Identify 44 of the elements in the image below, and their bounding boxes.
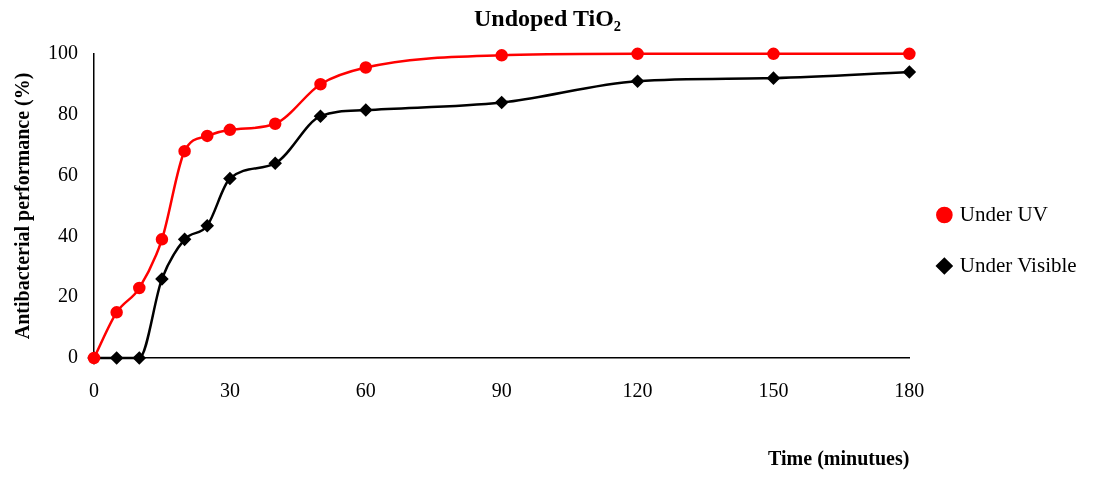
point xyxy=(631,74,644,88)
point xyxy=(223,172,237,185)
point xyxy=(201,219,214,232)
point xyxy=(903,47,916,61)
point xyxy=(767,47,780,61)
point xyxy=(268,117,282,131)
chart-title: Undoped TiO₂ xyxy=(473,4,622,31)
point xyxy=(133,351,146,365)
y-tick-label: 100 xyxy=(48,41,78,64)
point xyxy=(155,233,169,246)
y-tick-label: 40 xyxy=(58,223,78,246)
point xyxy=(201,129,214,143)
legend-label: Under Visible xyxy=(959,252,1077,277)
point xyxy=(495,49,508,62)
x-tick-label: 150 xyxy=(758,379,789,402)
y-tick-label: 80 xyxy=(58,101,78,124)
y-tick-label: 0 xyxy=(68,345,78,368)
point xyxy=(223,123,237,137)
point xyxy=(133,281,146,295)
x-tick-label: 60 xyxy=(355,379,376,402)
point xyxy=(767,71,780,85)
point xyxy=(110,306,123,319)
point xyxy=(178,144,191,158)
y-tick-label: 20 xyxy=(58,284,78,307)
point xyxy=(359,103,373,117)
x-tick-label: 30 xyxy=(219,379,240,402)
point xyxy=(314,77,327,91)
x-tick-label: 180 xyxy=(894,379,925,402)
point xyxy=(903,65,916,79)
y-tick-label: 60 xyxy=(58,162,78,185)
point xyxy=(495,96,508,109)
point xyxy=(631,47,644,61)
point xyxy=(155,272,169,286)
point xyxy=(359,61,373,74)
x-tick-label: 0 xyxy=(89,379,99,402)
legend-label: Under UV xyxy=(959,201,1048,226)
point xyxy=(314,109,327,123)
x-tick-label: 120 xyxy=(622,379,653,402)
point xyxy=(178,233,191,246)
point xyxy=(268,157,282,170)
x-axis-title: Time (minutues) xyxy=(768,447,910,471)
y-axis-title: Antibacterial performance (%) xyxy=(11,72,35,340)
point xyxy=(110,351,123,365)
x-tick-label: 90 xyxy=(491,379,512,402)
